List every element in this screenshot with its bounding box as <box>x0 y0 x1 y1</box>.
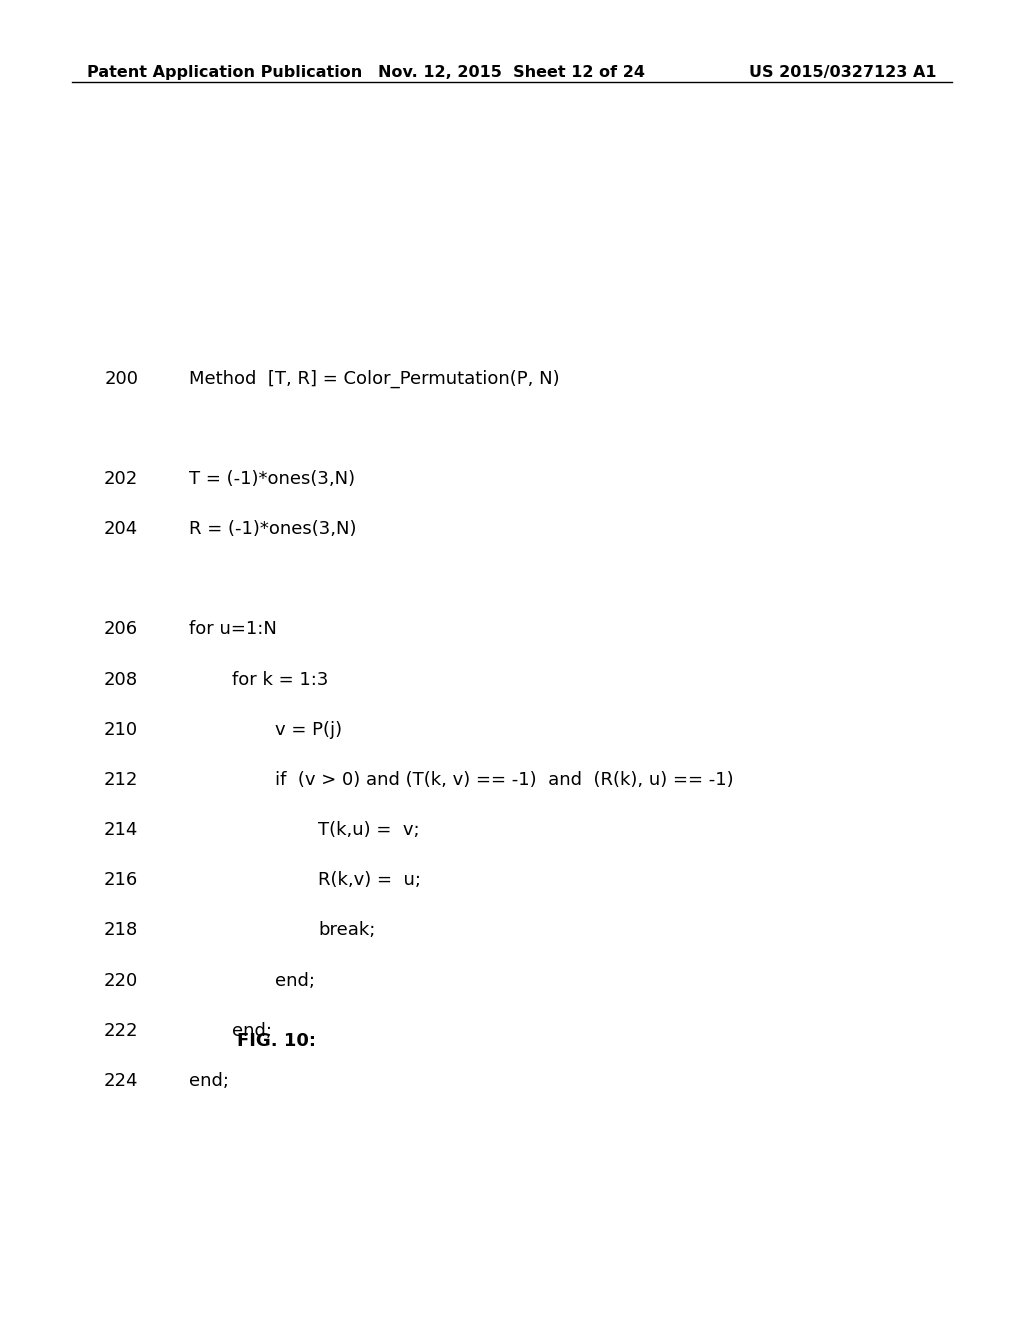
Text: Patent Application Publication: Patent Application Publication <box>87 65 362 79</box>
Text: 210: 210 <box>104 721 138 739</box>
Text: end;: end; <box>275 972 315 990</box>
Text: for k = 1:3: for k = 1:3 <box>232 671 329 689</box>
Text: Method  [T, R] = Color_Permutation(P, N): Method [T, R] = Color_Permutation(P, N) <box>189 370 560 388</box>
Text: T(k,u) =  v;: T(k,u) = v; <box>318 821 420 840</box>
Text: 218: 218 <box>104 921 138 940</box>
Text: 204: 204 <box>104 520 138 539</box>
Text: 224: 224 <box>103 1072 138 1090</box>
Text: if  (v > 0) and (T(k, v) == -1)  and  (R(k), u) == -1): if (v > 0) and (T(k, v) == -1) and (R(k)… <box>275 771 734 789</box>
Text: v = P(j): v = P(j) <box>275 721 343 739</box>
Text: 212: 212 <box>103 771 138 789</box>
Text: T = (-1)*ones(3,N): T = (-1)*ones(3,N) <box>189 470 355 488</box>
Text: for u=1:N: for u=1:N <box>189 620 278 639</box>
Text: 200: 200 <box>104 370 138 388</box>
Text: 206: 206 <box>104 620 138 639</box>
Text: R = (-1)*ones(3,N): R = (-1)*ones(3,N) <box>189 520 357 539</box>
Text: 222: 222 <box>103 1022 138 1040</box>
Text: 216: 216 <box>104 871 138 890</box>
Text: 208: 208 <box>104 671 138 689</box>
Text: Nov. 12, 2015  Sheet 12 of 24: Nov. 12, 2015 Sheet 12 of 24 <box>379 65 645 79</box>
Text: US 2015/0327123 A1: US 2015/0327123 A1 <box>750 65 937 79</box>
Text: end;: end; <box>232 1022 272 1040</box>
Text: R(k,v) =  u;: R(k,v) = u; <box>318 871 422 890</box>
Text: 220: 220 <box>104 972 138 990</box>
Text: 214: 214 <box>103 821 138 840</box>
Text: 202: 202 <box>104 470 138 488</box>
Text: break;: break; <box>318 921 376 940</box>
Text: end;: end; <box>189 1072 229 1090</box>
Text: FIG. 10:: FIG. 10: <box>237 1032 316 1051</box>
